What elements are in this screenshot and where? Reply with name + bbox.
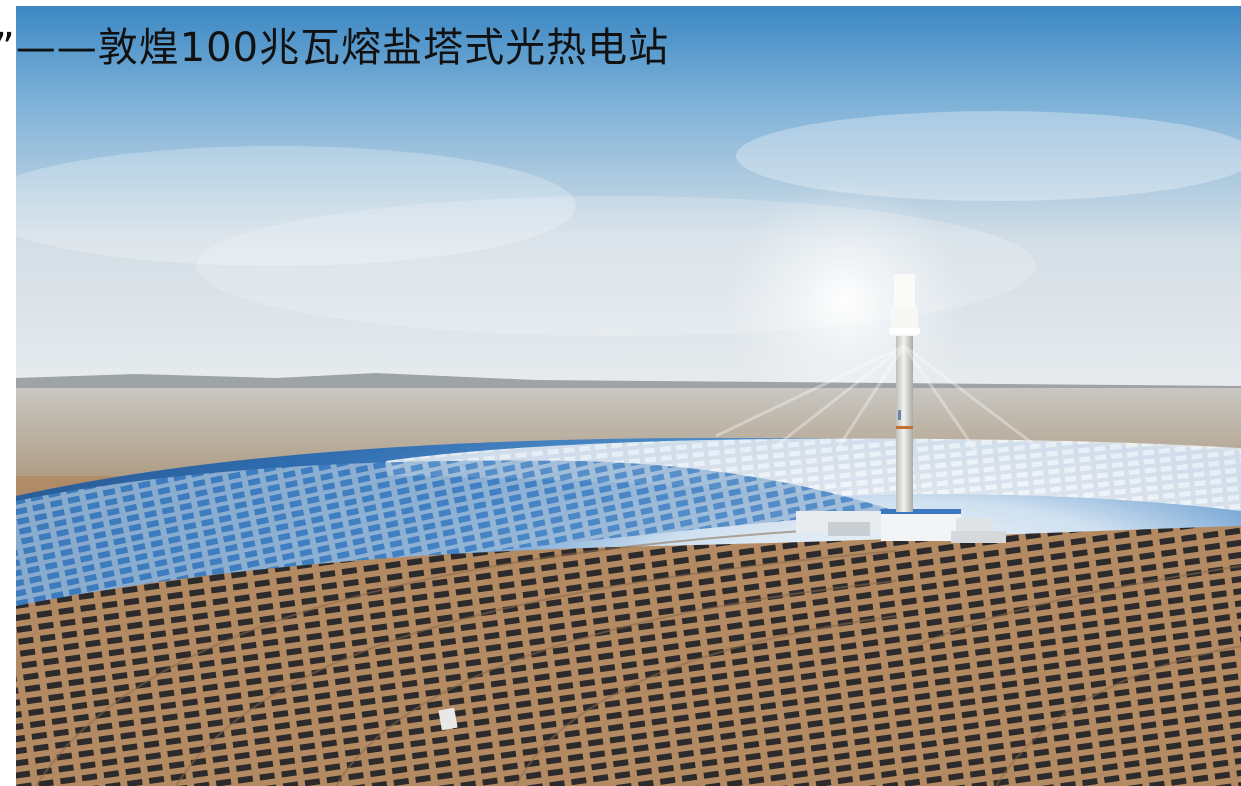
solar-power-station-photo <box>16 6 1241 786</box>
photo-caption: ”——敦煌100兆瓦熔盐塔式光热电站 <box>0 25 670 71</box>
